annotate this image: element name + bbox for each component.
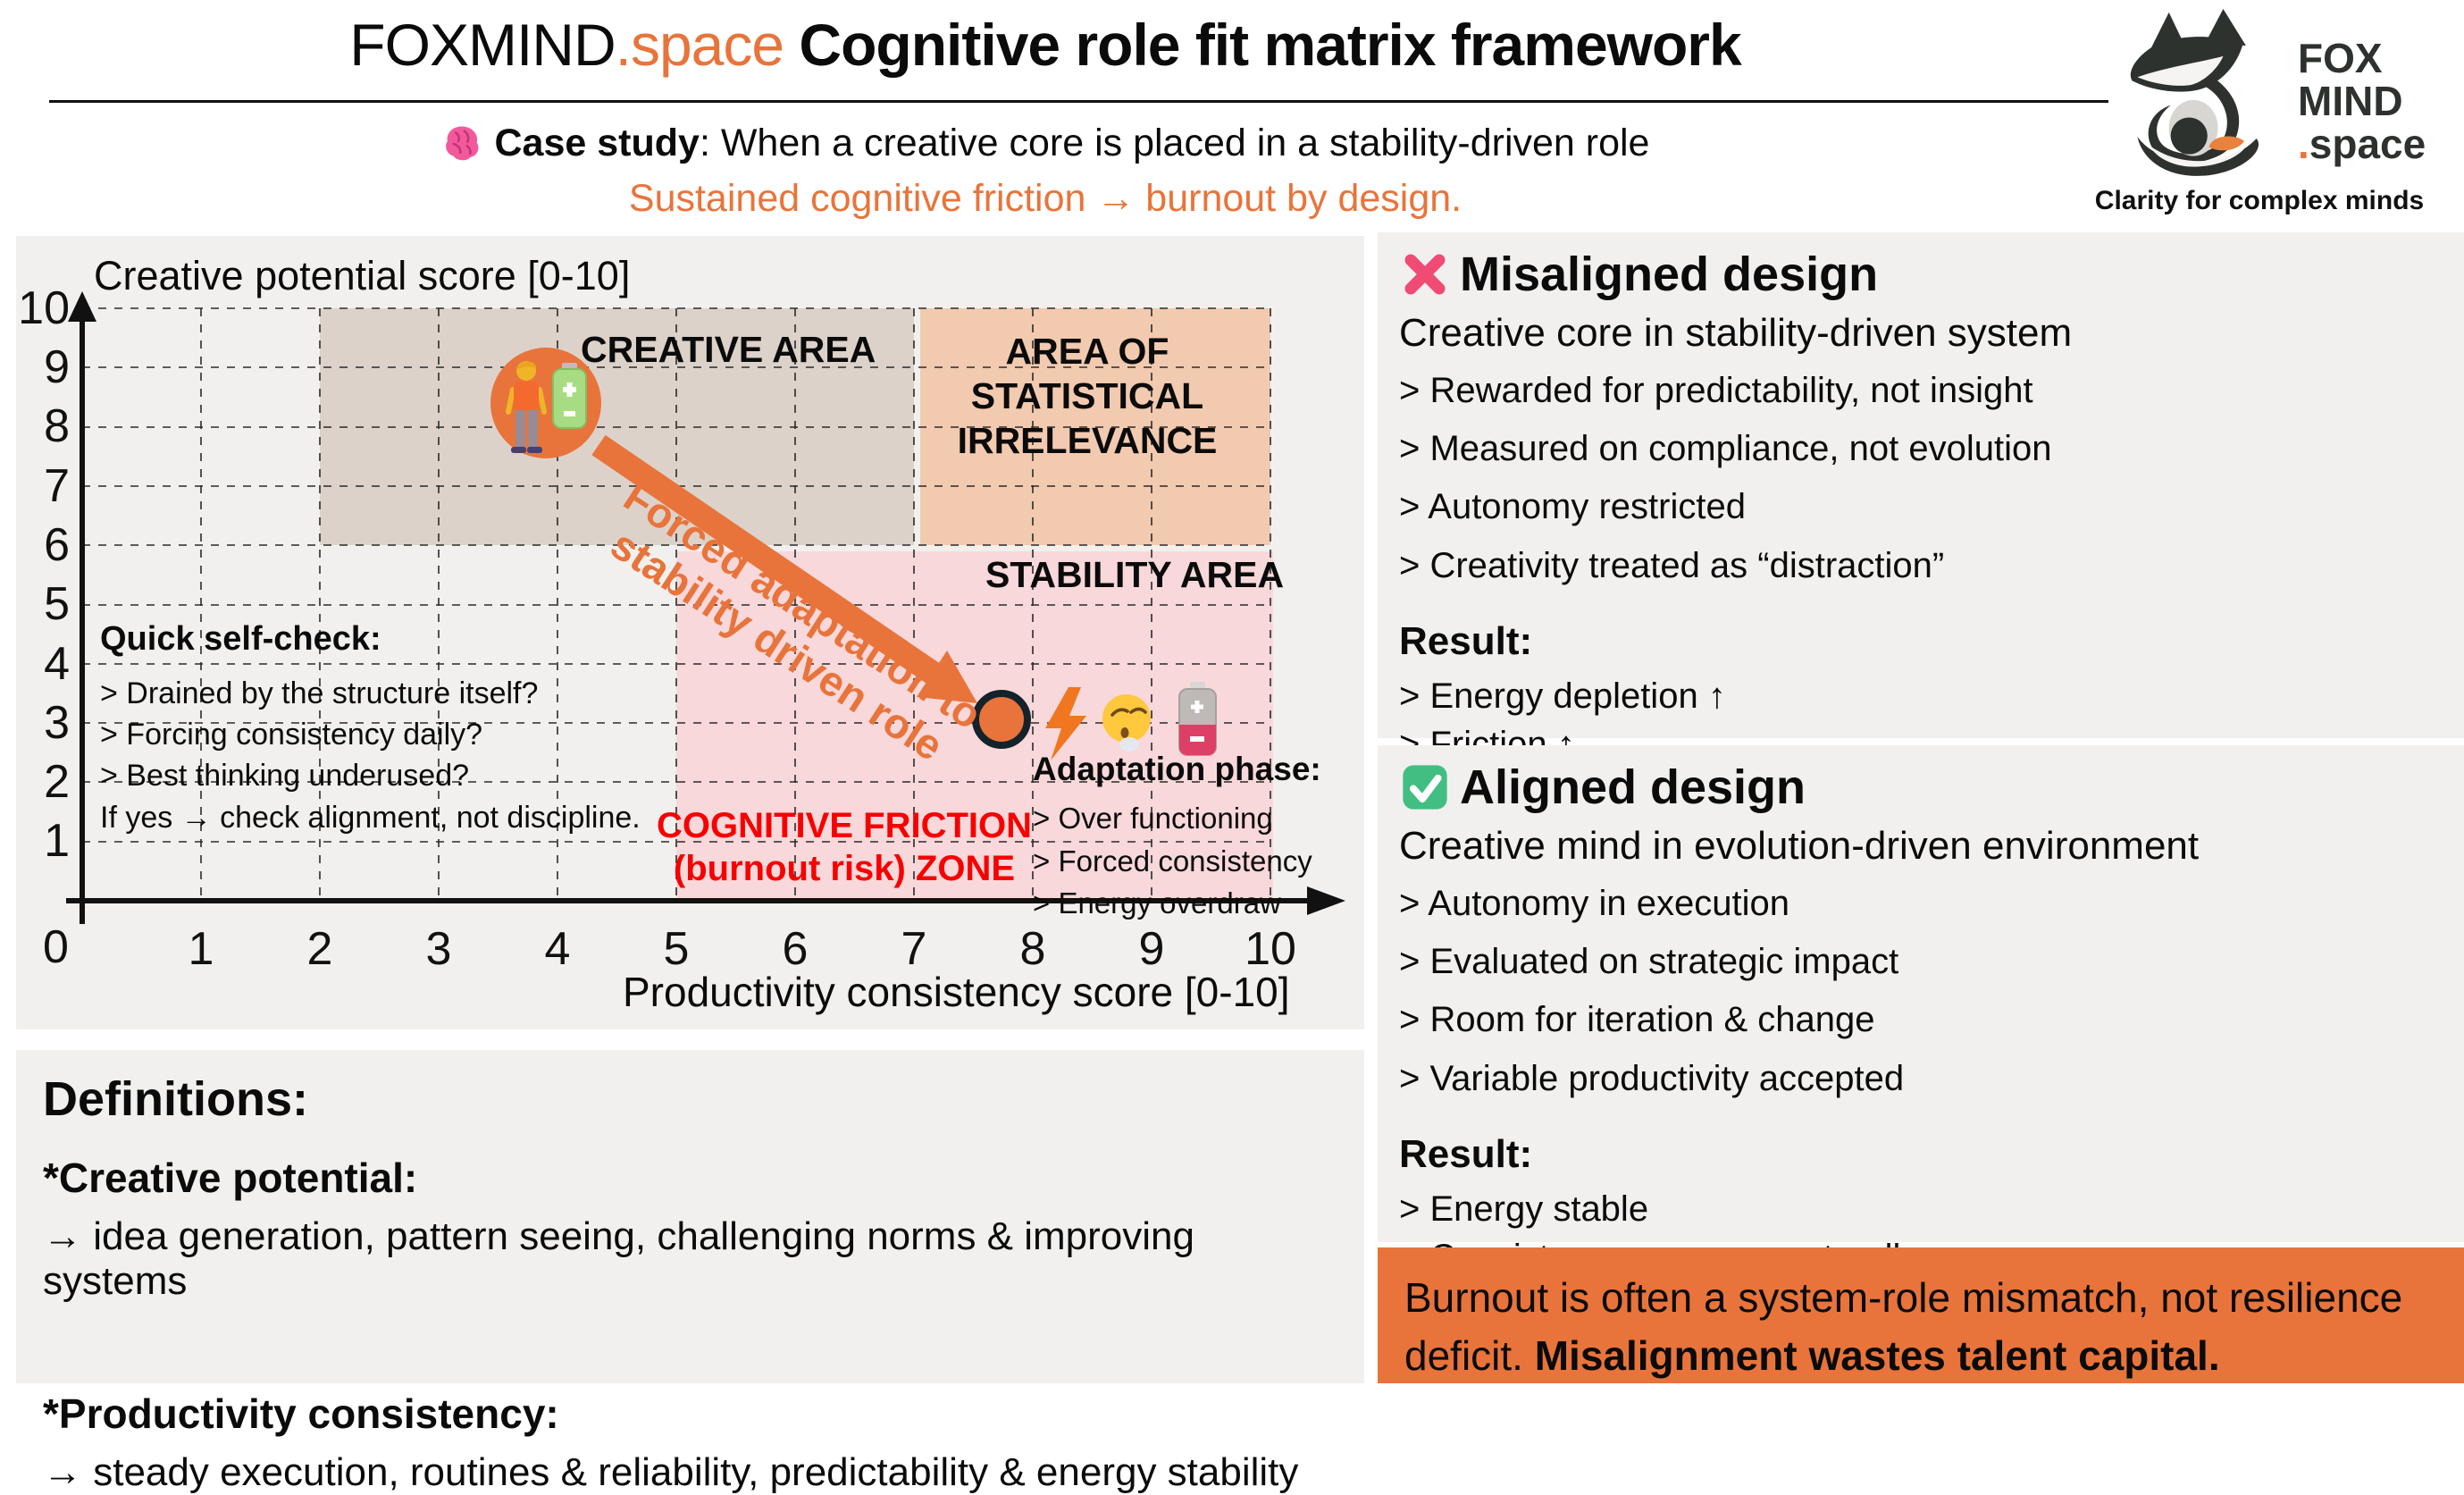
fox-logo <box>2105 7 2294 182</box>
definition-productivity: → steady execution, routines & reliabili… <box>43 1450 1299 1494</box>
definition-creative: → idea generation, pattern seeing, chall… <box>43 1214 1194 1303</box>
quick-check-item: > Forcing consistency daily? <box>100 718 483 752</box>
subtitle: Sustained cognitive friction → burnout b… <box>628 177 1462 220</box>
quick-self-check: Quick self-check: > Drained by the struc… <box>100 620 672 838</box>
friction-line1: COGNITIVE FRICTION <box>657 806 1032 845</box>
y-tick-2: 2 <box>44 756 70 808</box>
friction-line2: (burnout risk) ZONE <box>673 849 1016 888</box>
y-tick-5: 5 <box>44 578 70 630</box>
battery-full-icon <box>552 363 587 429</box>
y-tick-3: 3 <box>44 697 70 749</box>
x-axis-title: Productivity consistency score [0-10] <box>623 969 1290 1015</box>
x-tick-7: 7 <box>901 923 927 975</box>
aligned-result-heading: Result: <box>1399 1131 1533 1176</box>
x-tick-8: 8 <box>1019 923 1046 975</box>
x-tick-2: 2 <box>306 923 333 975</box>
quick-check-item: > Best thinking underused? <box>100 759 470 794</box>
aligned-item: > Autonomy in execution <box>1399 884 1789 923</box>
brand-name: FOXMIND <box>349 12 616 78</box>
cross-mark-icon <box>1399 248 1451 300</box>
check-mark-icon <box>1399 761 1451 813</box>
misaligned-item: > Creativity treated as “distraction” <box>1399 545 1945 585</box>
misaligned-result-heading: Result: <box>1399 618 1533 663</box>
page-title: FOXMIND.space Cognitive role fit matrix … <box>0 11 2091 79</box>
y-axis-title: Creative potential score [0-10] <box>94 253 631 298</box>
y-tick-6: 6 <box>44 519 70 571</box>
case-study-label: Case study <box>494 122 700 164</box>
banner-text: Burnout is often a system-role mismatch,… <box>1404 1274 2403 1380</box>
case-study-text: : When a creative core is placed in a st… <box>699 122 1650 164</box>
logo-line1: FOX <box>2298 35 2383 81</box>
creative-area-label: CREATIVE AREA <box>581 329 876 370</box>
aligned-item: > Variable productivity accepted <box>1399 1058 1905 1098</box>
cognitive-friction-zone-label: COGNITIVE FRICTION (burnout risk) ZONE <box>630 804 1059 890</box>
y-tick-9: 9 <box>44 341 70 393</box>
x-tick-4: 4 <box>544 923 571 975</box>
aligned-heading: Aligned design <box>1460 760 1806 814</box>
y-tick-4: 4 <box>44 638 70 690</box>
x-tick-10: 10 <box>1245 923 1296 975</box>
brain-icon <box>441 123 482 164</box>
x-tick-3: 3 <box>425 923 452 975</box>
misaligned-design-section: Misaligned design Creative core in stabi… <box>1378 232 2464 812</box>
battery-low-icon <box>1178 682 1217 756</box>
misaligned-heading: Misaligned design <box>1460 248 1879 301</box>
misaligned-item: > Rewarded for predictability, not insig… <box>1399 371 2033 410</box>
misaligned-subheading: Creative core in stability-driven system <box>1399 311 2073 355</box>
title-text: Cognitive role fit matrix framework <box>784 12 1741 78</box>
adaptation-item: > Over functioning <box>1033 802 1273 835</box>
banner-text-bold: Misalignment wastes talent capital. <box>1534 1332 2220 1380</box>
adaptation-phase-block: Adaptation phase: > Over functioning > F… <box>1033 751 1372 925</box>
case-study-line: Case study: When a creative core is plac… <box>0 122 2091 165</box>
definition-term-productivity: *Productivity consistency: <box>43 1390 559 1437</box>
adaptation-item: > Energy overdraw <box>1033 886 1281 920</box>
logo-line2: MIND <box>2298 77 2403 124</box>
logo-dot: . <box>2298 120 2309 167</box>
adaptation-item: > Forced consistency <box>1033 844 1312 878</box>
creative-core-marker <box>490 348 601 458</box>
aligned-result-item: > Energy stable <box>1399 1188 1649 1229</box>
header-divider <box>49 100 2108 103</box>
brand-suffix: .space <box>615 12 784 78</box>
misaligned-item: > Measured on compliance, not evolution <box>1399 429 2052 469</box>
x-tick-9: 9 <box>1138 923 1165 975</box>
aligned-item: > Room for iteration & change <box>1399 1000 1875 1040</box>
forced-adaptation-arrow <box>591 434 977 703</box>
takeaway-banner: Burnout is often a system-role mismatch,… <box>1378 1247 2464 1383</box>
adaptation-heading: Adaptation phase: <box>1033 751 1321 787</box>
adaptation-point-marker <box>972 690 1031 749</box>
person-icon <box>506 361 547 453</box>
definitions-heading: Definitions: <box>43 1072 308 1126</box>
y-tick-7: 7 <box>44 460 70 512</box>
aligned-design-section: Aligned design Creative mind in evolutio… <box>1378 745 2464 1325</box>
aligned-item: > Evaluated on strategic impact <box>1399 942 1899 982</box>
x-tick-5: 5 <box>663 923 690 975</box>
y-tick-1: 1 <box>44 815 70 867</box>
y-tick-8: 8 <box>44 400 70 452</box>
role-fit-matrix-chart <box>66 291 1345 924</box>
x-tick-1: 1 <box>188 923 214 975</box>
quick-check-footer: If yes → check alignment, not discipline… <box>100 800 641 835</box>
grid-lines <box>82 307 1271 901</box>
definition-term-creative: *Creative potential: <box>43 1155 418 1201</box>
quick-check-heading: Quick self-check: <box>100 620 381 658</box>
exhaling-face-icon <box>1102 694 1151 752</box>
stability-area-label: STABILITY AREA <box>985 554 1285 595</box>
logo-wordmark: FOX MIND .space <box>2298 35 2426 167</box>
logo-tagline: Clarity for complex minds <box>2094 186 2425 215</box>
definitions-section: Definitions: *Creative potential: → idea… <box>16 1050 1364 1494</box>
misaligned-result-item: > Energy depletion ↑ <box>1399 676 1726 716</box>
axes <box>66 291 1345 924</box>
y-tick-10: 10 <box>18 282 70 334</box>
x-tick-0: 0 <box>43 921 69 973</box>
quick-check-item: > Drained by the structure itself? <box>100 676 539 710</box>
irrelevance-area-label: AREA OF STATISTICAL IRRELEVANCE <box>957 331 1218 462</box>
lightning-icon <box>1045 687 1086 760</box>
x-tick-6: 6 <box>782 923 809 975</box>
misaligned-item: > Autonomy restricted <box>1399 487 1746 527</box>
aligned-subheading: Creative mind in evolution-driven enviro… <box>1399 824 2200 868</box>
logo-line3: space <box>2309 120 2426 167</box>
